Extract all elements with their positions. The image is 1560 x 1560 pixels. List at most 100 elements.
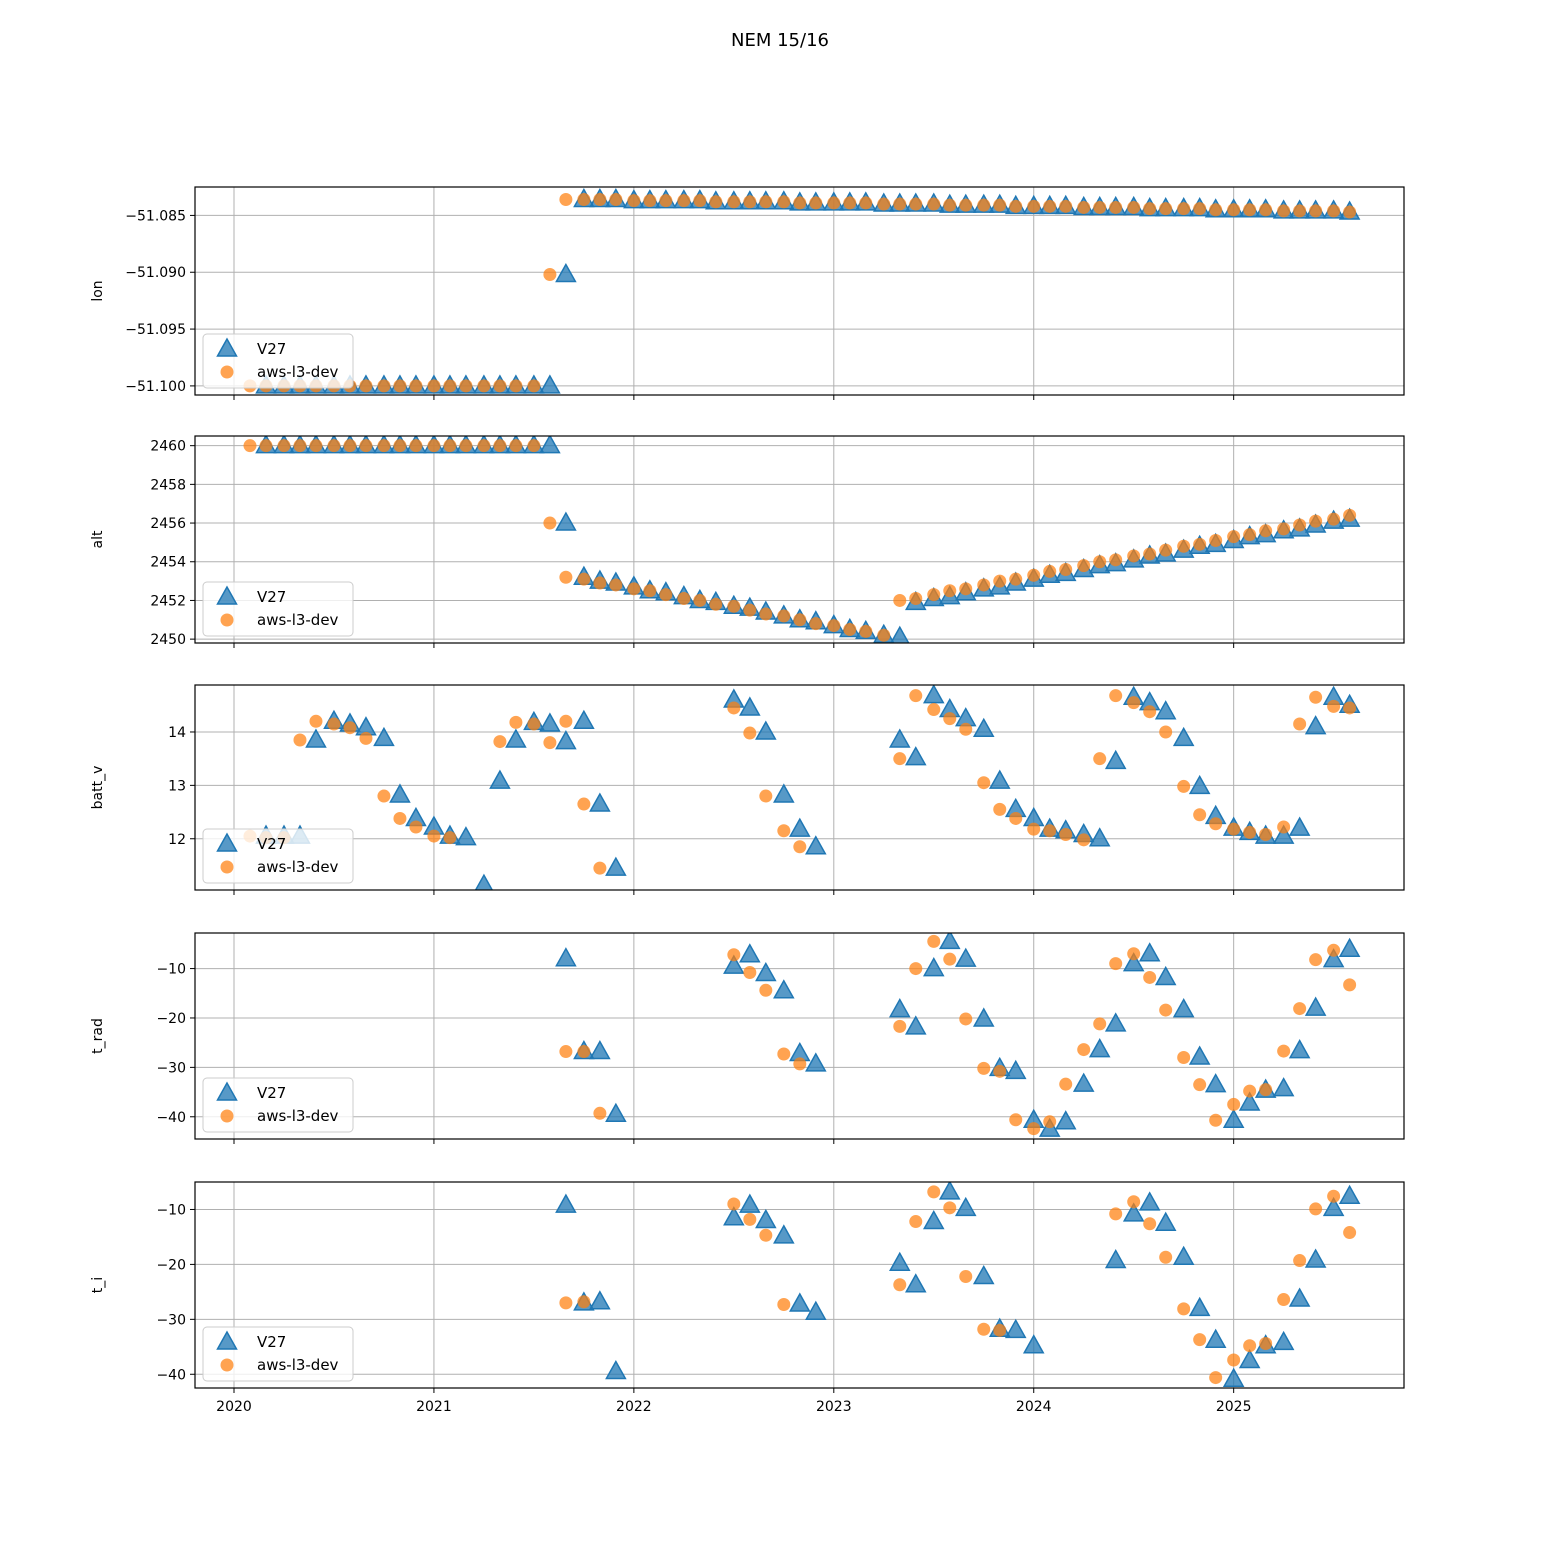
panel-lon: −51.085 −51.090 −51.095 −51.100 lon V27 aws-l3…: [90, 186, 1405, 400]
data-point-aws-l3-dev: [459, 379, 473, 393]
legend-box: [202, 828, 354, 884]
data-point-aws-l3-dev: [609, 193, 623, 207]
data-point-aws-l3-dev: [1309, 204, 1323, 218]
data-point-v27: [739, 696, 761, 716]
data-point-v27: [1004, 1059, 1027, 1080]
data-point-aws-l3-dev: [927, 197, 941, 211]
data-point-aws-l3-dev: [359, 379, 373, 393]
data-point-aws-l3-dev: [1343, 978, 1357, 992]
data-point-aws-l3-dev: [727, 195, 741, 209]
data-point-aws-l3-dev: [759, 1228, 773, 1242]
data-point-aws-l3-dev: [1193, 202, 1207, 216]
data-point-aws-l3-dev: [909, 689, 923, 703]
data-point-aws-l3-dev: [827, 619, 841, 633]
data-point-aws-l3-dev: [1243, 825, 1257, 839]
legend-marker-aws-l3-dev: [220, 613, 234, 627]
data-point-aws-l3-dev: [259, 439, 273, 453]
data-point-v27: [922, 685, 945, 704]
data-point-aws-l3-dev: [443, 831, 457, 845]
data-point-aws-l3-dev: [527, 439, 541, 453]
data-point-aws-l3-dev: [559, 714, 573, 728]
data-point-v27: [1272, 824, 1295, 844]
data-point-v27: [605, 856, 627, 876]
data-point-v27: [1238, 1091, 1261, 1111]
data-point-v27: [1188, 1045, 1211, 1065]
data-point-aws-l3-dev: [1027, 568, 1041, 582]
data-point-aws-l3-dev: [1109, 1207, 1123, 1221]
data-point-aws-l3-dev: [1327, 699, 1341, 713]
data-point-aws-l3-dev: [793, 196, 807, 210]
y-tick-label: −30: [156, 1312, 186, 1328]
y-tick-label: 13: [168, 778, 186, 794]
data-point-aws-l3-dev: [593, 576, 607, 590]
legend-marker-v27: [216, 1081, 238, 1101]
x-tick-label: 2021: [416, 1399, 452, 1415]
data-point-v27: [1072, 1072, 1095, 1092]
data-point-aws-l3-dev: [643, 584, 657, 598]
data-point-aws-l3-dev: [1159, 1003, 1173, 1017]
legend-label-v27: V27: [257, 1333, 286, 1351]
data-point-v27: [1322, 1196, 1345, 1217]
data-point-v27: [755, 720, 777, 740]
legend-box: [202, 1077, 354, 1133]
y-axis-label: t_i: [90, 1277, 106, 1293]
data-point-aws-l3-dev: [309, 439, 323, 453]
data-point-aws-l3-dev: [1227, 1353, 1241, 1367]
data-point-aws-l3-dev: [1309, 1202, 1323, 1216]
data-point-v27: [739, 943, 761, 963]
data-point-aws-l3-dev: [343, 439, 357, 453]
data-point-v27: [972, 1007, 995, 1027]
data-point-aws-l3-dev: [927, 588, 941, 602]
series-marks: [555, 1182, 1361, 1387]
legend-marker-v27: [216, 1330, 238, 1350]
data-point-aws-l3-dev: [293, 439, 307, 453]
y-tick-label: −10: [156, 962, 186, 978]
data-point-aws-l3-dev: [1143, 970, 1157, 984]
data-point-aws-l3-dev: [1093, 200, 1107, 214]
data-point-aws-l3-dev: [759, 983, 773, 997]
data-point-aws-l3-dev: [709, 195, 723, 209]
plot-frame: [194, 1181, 1405, 1389]
x-tick-label: 2020: [216, 1399, 252, 1415]
data-point-aws-l3-dev: [1059, 199, 1073, 213]
data-point-v27: [505, 728, 527, 748]
data-point-aws-l3-dev: [1159, 725, 1173, 739]
series-marks: [243, 187, 1361, 394]
data-point-v27: [888, 998, 911, 1018]
y-tick-label: −51.095: [125, 322, 186, 338]
data-point-v27: [1122, 952, 1145, 972]
data-point-v27: [938, 933, 961, 950]
data-point-aws-l3-dev: [309, 714, 323, 728]
data-point-v27: [789, 817, 811, 837]
data-point-aws-l3-dev: [777, 824, 791, 838]
data-point-aws-l3-dev: [1077, 200, 1091, 214]
data-point-aws-l3-dev: [1109, 957, 1123, 971]
data-point-aws-l3-dev: [927, 934, 941, 948]
data-point-v27: [474, 873, 494, 890]
data-point-v27: [389, 783, 411, 803]
data-point-aws-l3-dev: [1259, 1337, 1273, 1351]
legend-marker-aws-l3-dev: [220, 860, 234, 874]
data-point-v27: [373, 726, 395, 747]
data-point-v27: [1188, 774, 1211, 795]
y-tick-label: 14: [168, 725, 186, 741]
y-axis-label: t_rad: [90, 1018, 106, 1054]
data-point-aws-l3-dev: [1227, 822, 1241, 836]
data-point-aws-l3-dev: [427, 829, 441, 843]
data-point-v27: [789, 1292, 811, 1312]
data-point-aws-l3-dev: [959, 582, 973, 596]
data-point-aws-l3-dev: [527, 379, 541, 393]
data-point-v27: [1172, 1245, 1195, 1266]
data-point-aws-l3-dev: [1293, 1002, 1307, 1016]
data-point-aws-l3-dev: [1293, 1254, 1307, 1268]
data-point-v27: [954, 947, 977, 967]
data-point-v27: [904, 746, 927, 766]
data-point-aws-l3-dev: [1159, 543, 1173, 557]
data-point-v27: [1288, 1039, 1311, 1059]
y-tick-label: 2458: [150, 477, 186, 493]
data-point-aws-l3-dev: [277, 439, 291, 453]
legend-marker-aws-l3-dev: [220, 1358, 234, 1372]
legend-marker-aws-l3-dev: [220, 365, 234, 379]
data-point-aws-l3-dev: [743, 726, 757, 740]
